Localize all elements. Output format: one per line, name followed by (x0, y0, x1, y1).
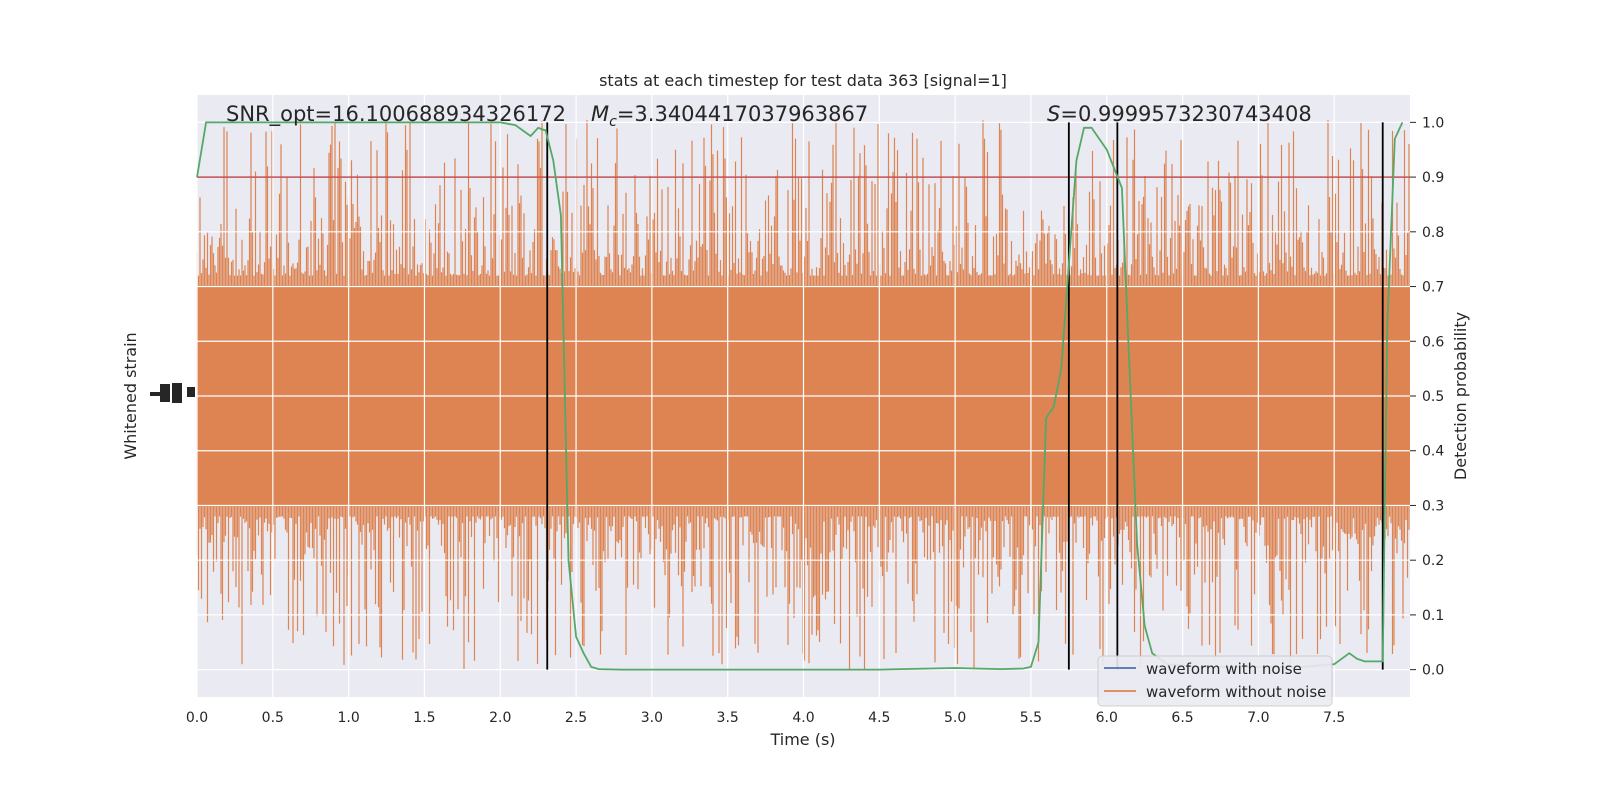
x-tick-label: 3.0 (641, 710, 663, 726)
y-tick-label: 0.6 (1422, 334, 1444, 350)
y-tick-label: 0.3 (1422, 498, 1444, 514)
x-axis-ticks: 0.0 0.5 1.0 1.5 2.0 2.5 3.0 3.5 4.0 4.5 5.0 5.5 6.0 6… (186, 710, 1345, 726)
y-tick-label: 0.7 (1422, 280, 1444, 296)
chirp-mass-subscript: c (609, 114, 617, 130)
right-axis-ticks: 0.0 0.1 0.2 0.3 0.4 0.5 0.6 0.7 0.8 0.9 1.0 (1410, 115, 1444, 679)
left-axis-tick-cluster (150, 383, 195, 403)
chirp-mass-annotation: Mc=3.3404417037963867 (591, 102, 868, 130)
x-tick-label: 1.0 (337, 710, 359, 726)
score-annotation: S=0.9999573230743408 (1047, 102, 1312, 126)
grid-lines (196, 95, 1410, 697)
y-tick-label: 0.0 (1422, 663, 1444, 679)
x-tick-label: 6.0 (1096, 710, 1118, 726)
x-tick-label: 7.5 (1323, 710, 1345, 726)
x-tick-label: 2.5 (565, 710, 587, 726)
x-tick-label: 5.0 (944, 710, 966, 726)
y-tick-label: 0.8 (1422, 225, 1444, 241)
x-tick-label: 4.5 (868, 710, 890, 726)
x-tick-label: 1.5 (413, 710, 435, 726)
chart-title: stats at each timestep for test data 363… (599, 71, 1007, 90)
y-tick-label: 0.4 (1422, 444, 1444, 460)
vertical-marker-lines (546, 122, 1384, 670)
legend-label-noise: waveform with noise (1146, 660, 1302, 678)
left-axis-label: Whitened strain (121, 332, 140, 459)
chirp-mass-value: =3.3404417037963867 (617, 102, 868, 126)
y-tick-label: 0.5 (1422, 389, 1444, 405)
x-tick-label: 0.0 (186, 710, 208, 726)
legend: waveform with noise waveform without noi… (1097, 655, 1333, 707)
legend-label-clean: waveform without noise (1146, 683, 1326, 701)
x-tick-label: 4.0 (792, 710, 814, 726)
chirp-mass-symbol: M (591, 102, 609, 126)
x-tick-label: 5.5 (1020, 710, 1042, 726)
x-tick-label: 6.5 (1171, 710, 1193, 726)
x-tick-label: 0.5 (262, 710, 284, 726)
x-tick-label: 2.0 (489, 710, 511, 726)
y-tick-label: 0.2 (1422, 553, 1444, 569)
legend-box (1097, 655, 1333, 707)
x-axis-label: Time (s) (769, 730, 835, 749)
y-tick-label: 1.0 (1422, 115, 1444, 131)
snr-annotation: SNR_opt=16.100688934326172 (226, 102, 566, 127)
score-symbol: S (1047, 102, 1060, 126)
right-axis-label: Detection probability (1451, 312, 1470, 480)
x-tick-label: 7.0 (1247, 710, 1269, 726)
score-value: =0.9999573230743408 (1060, 102, 1311, 126)
y-tick-label: 0.1 (1422, 608, 1444, 624)
x-tick-label: 3.5 (717, 710, 739, 726)
y-tick-label: 0.9 (1422, 170, 1444, 186)
